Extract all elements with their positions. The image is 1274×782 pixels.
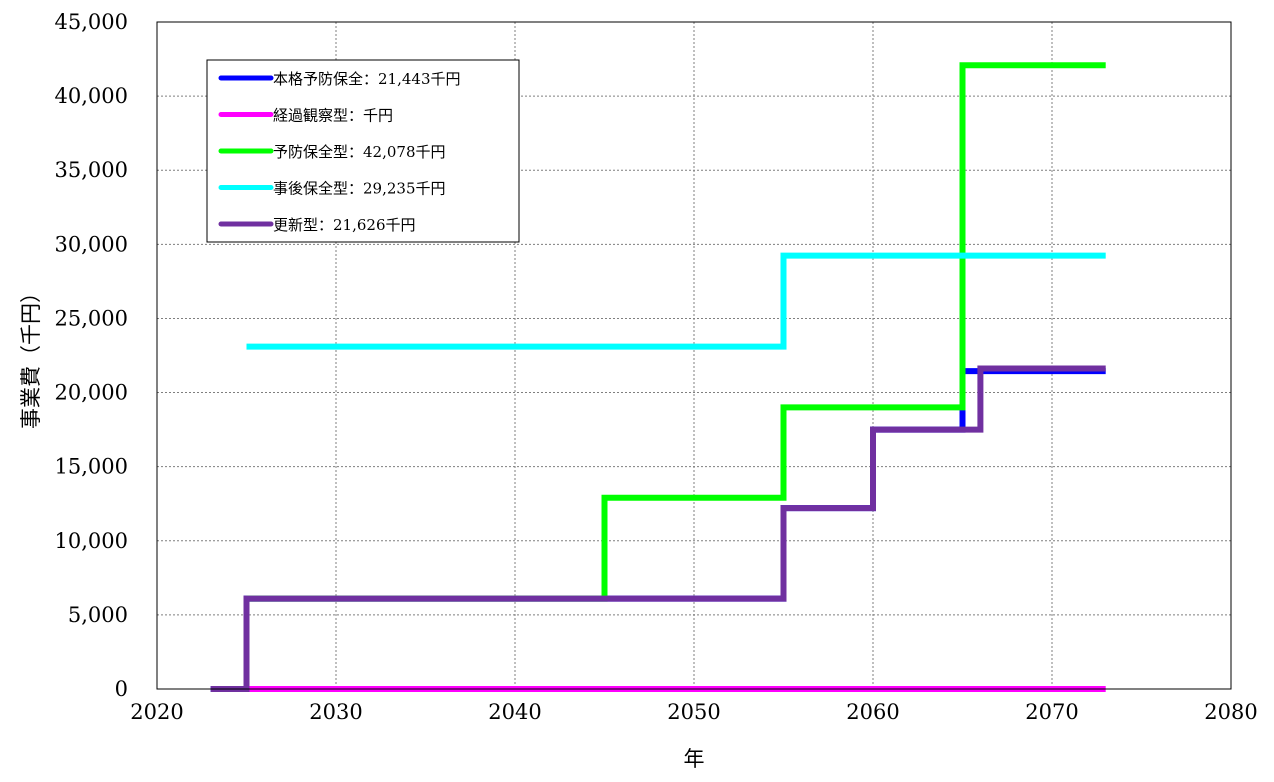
y-tick-label: 0 (115, 677, 128, 701)
legend-label: 予防保全型：42,078千円 (273, 143, 446, 161)
x-axis-tick-labels: 2020 2030 2040 2050 2060 2070 2080 (130, 700, 1257, 724)
y-tick-label: 45,000 (55, 10, 128, 34)
y-tick-label: 20,000 (55, 381, 128, 405)
y-tick-label: 40,000 (55, 84, 128, 108)
legend: 本格予防保全：21,443千円経過観察型：千円予防保全型：42,078千円事後保… (206, 59, 520, 243)
legend-label: 本格予防保全：21,443千円 (273, 70, 461, 88)
y-axis-tick-labels: 0 5,000 10,000 15,000 20,000 25,000 30,000 35,0… (55, 10, 128, 701)
series-line-本格予防保全 (210, 368, 1106, 692)
legend-label: 更新型：21,626千円 (273, 216, 416, 234)
legend-label: 経過観察型：千円 (273, 107, 393, 125)
series-line-事後保全型 (246, 252, 1106, 350)
series-line-予防保全型 (246, 62, 1106, 602)
plot-area-border (156, 21, 1232, 690)
x-tick-label: 2060 (846, 700, 899, 724)
legend-label: 事後保全型：29,235千円 (273, 180, 446, 198)
y-tick-label: 30,000 (55, 232, 128, 256)
x-tick-label: 2030 (309, 700, 362, 724)
y-tick-label: 35,000 (55, 158, 128, 182)
y-tick-label: 10,000 (55, 529, 128, 553)
x-tick-label: 2050 (667, 700, 720, 724)
x-tick-label: 2020 (130, 700, 183, 724)
y-tick-label: 5,000 (68, 603, 128, 627)
y-axis-title: 事業費（千円） (19, 282, 43, 429)
grid-lines (157, 22, 1231, 689)
series-line-更新型 (210, 365, 1106, 692)
x-axis-title: 年 (684, 747, 705, 771)
x-tick-label: 2070 (1025, 700, 1078, 724)
y-tick-label: 25,000 (55, 306, 128, 330)
x-tick-label: 2080 (1204, 700, 1257, 724)
x-tick-label: 2040 (488, 700, 541, 724)
y-tick-label: 15,000 (55, 455, 128, 479)
